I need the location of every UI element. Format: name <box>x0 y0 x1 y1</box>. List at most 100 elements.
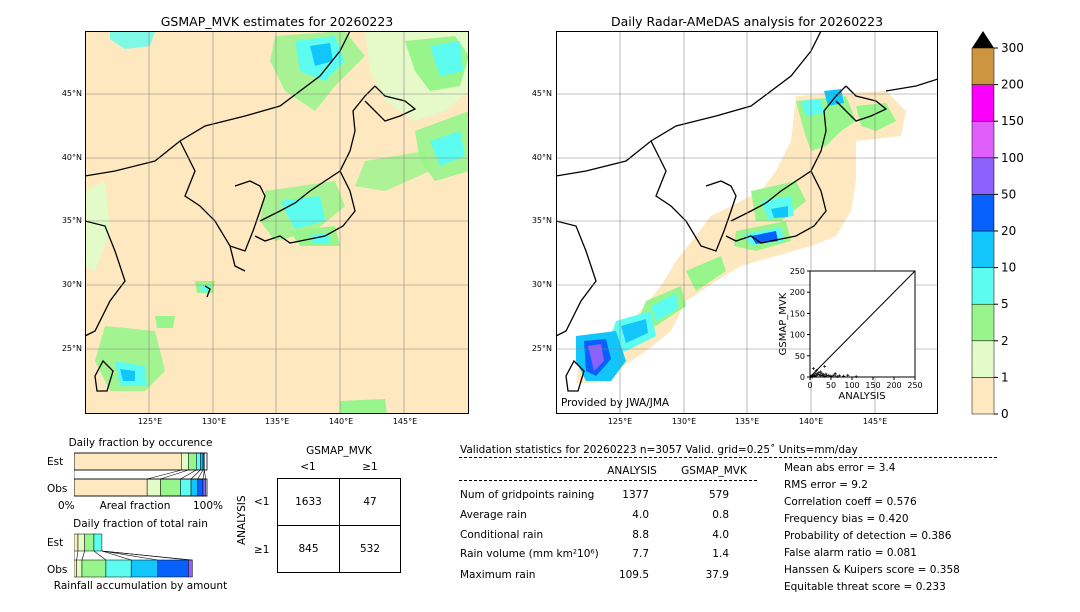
scatter-ytick-label: 0 <box>800 373 805 382</box>
total-rain-title: Daily fraction of total rain <box>73 518 208 530</box>
colorbar-label: 20 <box>1001 224 1016 238</box>
scatter-point <box>814 372 818 376</box>
total-rain-footer: Rainfall accumulation by amount <box>53 580 228 592</box>
right-lat-label: 35°N <box>531 216 552 225</box>
scatter-point <box>833 372 837 376</box>
colorbar-segment <box>971 120 995 159</box>
contingency-row-title: ANALYSIS <box>236 495 248 545</box>
validation-row-gsmap: 4.0 <box>712 529 729 541</box>
left-map-rain-areas <box>85 31 469 414</box>
left-map-title: GSMAP_MVK estimates for 20260223 <box>160 14 394 29</box>
fraction-bar-segment <box>105 559 132 578</box>
right-lon-label: 130°E <box>671 417 697 426</box>
left-lon-label: 140°E <box>328 417 354 426</box>
fraction-connector <box>204 469 206 480</box>
score-line: Probability of detection = 0.386 <box>784 530 952 542</box>
score-line: Mean abs error = 3.4 <box>784 462 896 474</box>
occurrence-bars <box>74 452 208 497</box>
scatter-ylabel: GSMAP_MVK <box>778 292 789 355</box>
score-line: Equitable threat score = 0.233 <box>784 581 946 593</box>
colorbar-segment <box>971 303 995 342</box>
contingency-grid: 1633 47 845 532 <box>277 478 401 573</box>
fraction-bar-segment <box>74 533 79 552</box>
fraction-bar-segment <box>74 559 77 578</box>
scatter-xtick-label: 200 <box>886 381 901 390</box>
fraction-bar-segment <box>76 559 83 578</box>
fraction-bar-segment <box>93 533 103 552</box>
left-lon-label: 130°E <box>201 417 227 426</box>
fraction-connector <box>101 550 158 561</box>
scatter-xtick-label: 0 <box>807 381 812 390</box>
contingency-row-lt: <1 <box>254 496 270 508</box>
validation-row-gsmap: 1.4 <box>712 548 729 560</box>
scatter-point <box>854 375 858 379</box>
contingency-cell-c: 845 <box>298 543 319 555</box>
validation-row-analysis: 4.0 <box>632 509 649 521</box>
validation-row-gsmap: 0.8 <box>712 509 729 521</box>
fraction-bar-segment <box>202 478 206 497</box>
fraction-bar-segment <box>190 478 198 497</box>
fraction-bar-segment <box>84 533 95 552</box>
right-lat-label: 45°N <box>531 89 552 98</box>
right-map-gridlines <box>556 31 938 414</box>
total-rain-row-est: Est <box>47 537 64 549</box>
colorbar-label: 50 <box>1001 187 1016 201</box>
scatter-point <box>846 373 850 377</box>
left-lat-label: 35°N <box>61 216 82 225</box>
fraction-bar-segment <box>160 478 181 497</box>
score-line: Hanssen & Kuipers score = 0.358 <box>784 564 960 576</box>
left-lon-label: 125°E <box>137 417 163 426</box>
contingency-cell-a: 1633 <box>295 496 322 508</box>
fraction-bar-frame <box>74 478 208 497</box>
colorbar-segment <box>971 194 995 232</box>
scatter-ytick-label: 250 <box>790 267 805 276</box>
colorbar-extend-arrow <box>972 31 994 48</box>
score-line: False alarm ratio = 0.081 <box>784 547 917 559</box>
colorbar-label: 5 <box>1001 297 1009 311</box>
fraction-connector <box>93 550 107 561</box>
fraction-bar-frame <box>74 452 208 471</box>
left-lat-label: 25°N <box>61 344 82 353</box>
scatter-point <box>819 373 822 377</box>
validation-col-gsmap: GSMAP_MVK <box>681 465 747 477</box>
contingency-cell-b: 47 <box>363 496 377 508</box>
total-rain-row-obs: Obs <box>47 564 68 576</box>
fraction-connector <box>180 469 197 480</box>
scatter-point <box>831 374 835 378</box>
right-map <box>556 31 938 414</box>
scatter-ytick-label: 50 <box>795 352 805 361</box>
fraction-bar-segment <box>74 452 182 471</box>
occurrence-row-est: Est <box>47 456 64 468</box>
colorbar-segment <box>971 340 995 378</box>
fraction-bar-segment <box>181 452 189 471</box>
validation-row-analysis: 7.7 <box>632 548 649 560</box>
colorbar-segment <box>971 230 995 268</box>
scatter-point <box>842 374 846 378</box>
validation-row-gsmap: 37.9 <box>705 569 729 581</box>
contingency-col-title: GSMAP_MVK <box>306 445 372 457</box>
scatter-xtick-label: 50 <box>826 381 836 390</box>
scatter-ytick-label: 200 <box>790 288 805 297</box>
colorbar-segment <box>971 157 995 195</box>
right-lat-label: 40°N <box>531 153 552 162</box>
validation-row-label: Conditional rain <box>460 529 544 541</box>
colorbar-label: 300 <box>1001 41 1024 55</box>
colorbar-label: 200 <box>1001 78 1024 92</box>
fraction-connector <box>147 469 182 480</box>
scatter-point <box>824 372 828 376</box>
fraction-connector <box>190 469 201 480</box>
contingency-col-ge: ≥1 <box>362 461 378 473</box>
right-lat-label: 30°N <box>531 280 552 289</box>
colorbar-segment <box>971 377 995 415</box>
contingency-col-lt: <1 <box>300 461 316 473</box>
fraction-bar-segment <box>202 452 205 471</box>
left-lat-label: 40°N <box>61 153 82 162</box>
validation-col-analysis: ANALYSIS <box>607 465 657 477</box>
fraction-connector <box>197 469 204 480</box>
scatter-xtick-label: 150 <box>865 381 880 390</box>
scatter-point <box>835 375 839 379</box>
occurrence-axis-mid: Areal fraction <box>99 500 171 512</box>
contingency-row-ge: ≥1 <box>254 544 270 556</box>
occurrence-axis-right: 100% <box>193 500 224 512</box>
right-lon-label: 145°E <box>862 417 888 426</box>
